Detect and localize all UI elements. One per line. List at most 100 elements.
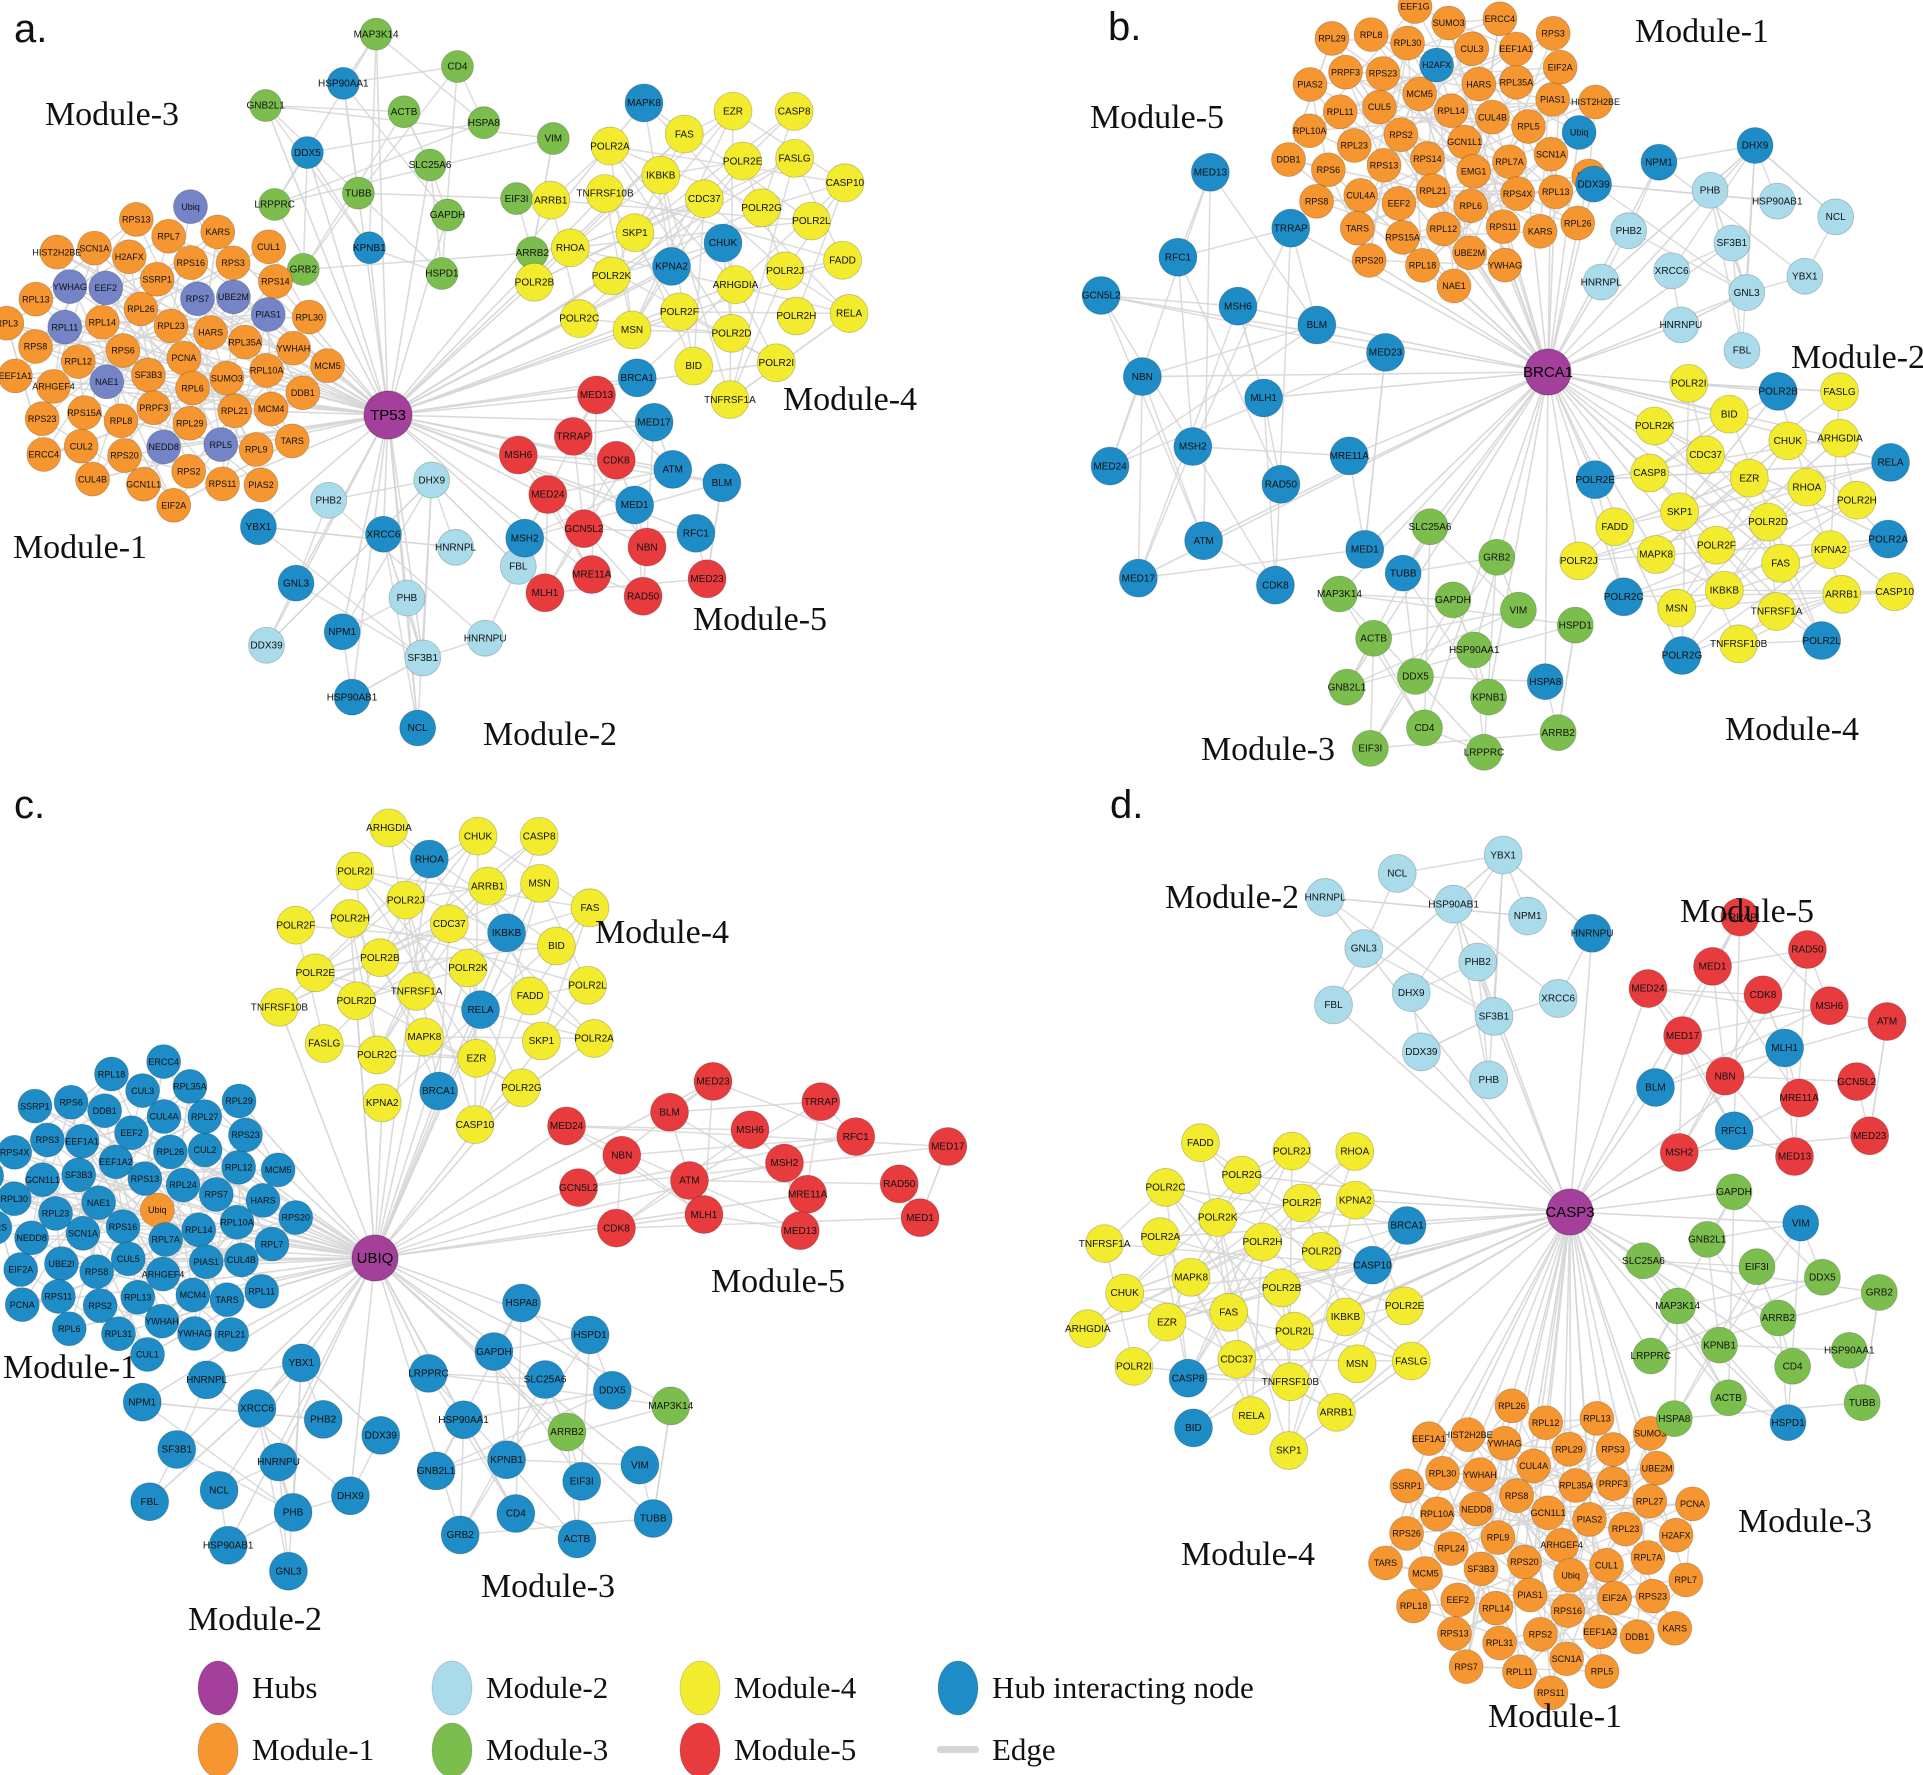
node-circle-VIM[interactable]	[620, 1445, 660, 1485]
node-H2AFX[interactable]: H2AFX	[1419, 47, 1455, 83]
node-circle-MSH6[interactable]	[730, 1110, 770, 1150]
node-circle-HSP90AB1[interactable]	[208, 1525, 248, 1565]
node-circle-CASP10[interactable]	[1353, 1245, 1392, 1285]
node-RFC1[interactable]: RFC1	[1158, 237, 1198, 277]
node-EIF3I[interactable]: EIF3I	[500, 182, 533, 215]
node-circle-POLR2L[interactable]	[791, 201, 831, 241]
node-POLR2F[interactable]: POLR2F	[1282, 1183, 1321, 1223]
node-EZR[interactable]: EZR	[713, 91, 753, 131]
node-ATM[interactable]: ATM	[1867, 1002, 1907, 1041]
node-circle-CASP10[interactable]	[825, 163, 865, 203]
node-circle-NCL[interactable]	[1377, 853, 1417, 893]
node-RPS7[interactable]: RPS7	[198, 1176, 234, 1212]
node-MED24[interactable]: MED24	[528, 475, 568, 514]
node-RPL12[interactable]: RPL12	[221, 1149, 257, 1185]
node-HNRNPL[interactable]: HNRNPL	[186, 1360, 228, 1400]
node-circle-RPL12[interactable]	[60, 344, 96, 379]
node-circle-XRCC6[interactable]	[1653, 252, 1691, 290]
node-circle-FADD[interactable]	[1595, 507, 1635, 547]
node-circle-RPS11[interactable]	[205, 466, 240, 502]
node-HSPA8[interactable]: HSPA8	[467, 106, 500, 140]
node-RPS6[interactable]: RPS6	[53, 1084, 89, 1120]
node-circle-DDX39[interactable]	[248, 626, 285, 664]
node-circle-MSN[interactable]	[1657, 588, 1697, 628]
node-circle-MAP3K14[interactable]	[1659, 1287, 1697, 1325]
node-HSP90AA1[interactable]: HSP90AA1	[438, 1400, 489, 1440]
node-circle-KPNA2[interactable]	[1335, 1180, 1375, 1220]
node-CD4[interactable]: CD4	[496, 1494, 536, 1533]
node-circle-EZR[interactable]	[457, 1038, 496, 1078]
node-DDX5[interactable]: DDX5	[1803, 1258, 1841, 1296]
node-circle-DDB1[interactable]	[1271, 142, 1306, 177]
node-NPM1[interactable]: NPM1	[323, 613, 361, 651]
node-RPS15A[interactable]: RPS15A	[1385, 219, 1421, 255]
node-circle-MSH6[interactable]	[498, 435, 538, 475]
node-TARS[interactable]: TARS	[209, 1282, 245, 1318]
node-circle-HSPD1[interactable]	[570, 1315, 610, 1355]
node-circle-GCN5L2[interactable]	[559, 1168, 598, 1207]
node-MED1[interactable]: MED1	[1345, 529, 1385, 569]
node-POLR2A[interactable]: POLR2A	[574, 1019, 614, 1058]
node-circle-EIF2A[interactable]	[3, 1252, 39, 1287]
node-circle-CDC37[interactable]	[1217, 1340, 1257, 1379]
node-circle-POLR2D[interactable]	[337, 981, 376, 1021]
node-MSH6[interactable]: MSH6	[498, 435, 538, 475]
node-circle-NEDD8[interactable]	[146, 429, 182, 465]
node-circle-MSH6[interactable]	[1809, 986, 1849, 1026]
node-RPL7[interactable]: RPL7	[1668, 1562, 1704, 1598]
node-EEF1A2[interactable]: EEF1A2	[1582, 1614, 1618, 1650]
node-ARRB1[interactable]: ARRB1	[1317, 1392, 1356, 1432]
node-circle-TUBB[interactable]	[341, 176, 375, 210]
node-BRCA1[interactable]: BRCA1	[617, 358, 657, 398]
node-circle-FAS[interactable]	[1761, 543, 1801, 583]
node-ERCC4[interactable]: ERCC4	[26, 437, 62, 472]
node-circle-RPS11[interactable]	[1485, 209, 1521, 245]
node-POLR2K[interactable]: POLR2K	[1635, 406, 1675, 446]
node-RPS20[interactable]: RPS20	[107, 438, 142, 473]
node-circle-POLR2G[interactable]	[1222, 1155, 1262, 1195]
node-MSH6[interactable]: MSH6	[1218, 286, 1258, 326]
node-VIM[interactable]: VIM	[1782, 1204, 1820, 1242]
node-circle-RPS15A[interactable]	[1385, 219, 1421, 255]
node-circle-RFC1[interactable]	[676, 513, 716, 553]
node-SCN1A[interactable]: SCN1A	[1549, 1641, 1585, 1677]
node-Ubiq[interactable]: Ubiq	[1561, 115, 1597, 150]
node-DDB1[interactable]: DDB1	[285, 375, 321, 411]
node-MCM5[interactable]: MCM5	[1402, 76, 1438, 112]
hub-circle-TP53[interactable]	[363, 390, 413, 440]
node-circle-HNRNPU[interactable]	[1572, 913, 1612, 953]
node-circle-ARHGEF4[interactable]	[36, 368, 71, 404]
node-IKBKB[interactable]: IKBKB	[1704, 570, 1744, 610]
node-circle-RPL29[interactable]	[1314, 21, 1350, 56]
node-SSRP1[interactable]: SSRP1	[17, 1088, 53, 1124]
node-MSN[interactable]: MSN	[1657, 588, 1697, 628]
node-circle-POLR2G[interactable]	[742, 188, 781, 228]
node-circle-DHX9[interactable]	[330, 1476, 370, 1516]
node-circle-EEF2[interactable]	[88, 270, 124, 306]
node-SLC25A6[interactable]: SLC25A6	[1622, 1242, 1665, 1280]
node-circle-BRCA1[interactable]	[1387, 1206, 1427, 1245]
node-MED13[interactable]: MED13	[780, 1211, 820, 1251]
node-circle-RPL18[interactable]	[1405, 247, 1440, 283]
node-circle-RPS6[interactable]	[1310, 152, 1346, 188]
node-circle-PIAS1[interactable]	[1535, 82, 1571, 117]
node-circle-YBX1[interactable]	[1483, 835, 1523, 875]
node-circle-RELA[interactable]	[1871, 443, 1910, 482]
node-RPL8[interactable]: RPL8	[103, 403, 139, 439]
node-EIF2A[interactable]: EIF2A	[1542, 49, 1578, 85]
node-circle-FADD[interactable]	[510, 976, 550, 1016]
node-RELA[interactable]: RELA	[1871, 443, 1910, 482]
node-circle-SF3B3[interactable]	[1463, 1551, 1499, 1587]
node-CASP10[interactable]: CASP10	[1875, 572, 1915, 612]
node-POLR2B[interactable]: POLR2B	[1758, 372, 1798, 411]
node-RELA[interactable]: RELA	[461, 990, 500, 1030]
node-RPS3[interactable]: RPS3	[215, 245, 251, 281]
node-circle-TRRAP[interactable]	[1271, 208, 1311, 248]
node-GNL3[interactable]: GNL3	[277, 564, 315, 602]
node-TNFRSF1A[interactable]: TNFRSF1A	[1751, 592, 1803, 631]
node-circle-MED24[interactable]	[547, 1106, 586, 1146]
node-KPNA2[interactable]: KPNA2	[1811, 530, 1850, 570]
node-MAP3K14[interactable]: MAP3K14	[1317, 575, 1362, 613]
node-NCL[interactable]: NCL	[1817, 198, 1855, 236]
node-circle-HARS[interactable]	[193, 315, 228, 350]
